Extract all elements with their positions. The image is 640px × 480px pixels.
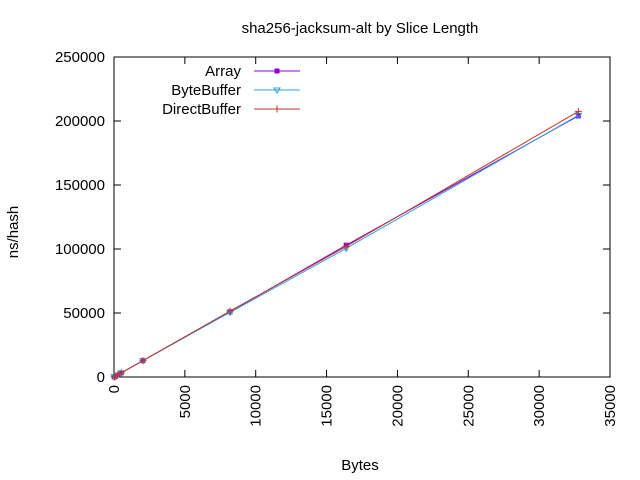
x-axis: 0 5000 10000 15000 20000 25000 30000 35000 — [106, 57, 619, 427]
chart-title: sha256-jacksum-alt by Slice Length — [242, 20, 479, 37]
legend-label: Array — [205, 63, 241, 80]
y-tick-label: 100000 — [55, 241, 105, 258]
data-point — [574, 107, 582, 115]
data-point — [117, 369, 125, 377]
x-axis-label: Bytes — [341, 457, 379, 474]
y-axis: 0 50000 100000 150000 200000 250000 — [55, 49, 610, 386]
x-tick-label: 35000 — [602, 385, 619, 427]
x-tick-label: 5000 — [177, 385, 194, 418]
data-point — [575, 113, 581, 119]
y-tick-label: 50000 — [63, 305, 105, 322]
x-tick-label: 20000 — [389, 385, 406, 427]
data-point — [226, 307, 234, 315]
x-tick-label: 0 — [106, 385, 123, 393]
y-tick-label: 250000 — [55, 49, 105, 66]
series-2 — [110, 107, 582, 381]
x-tick-label: 30000 — [531, 385, 548, 427]
legend-label: ByteBuffer — [171, 82, 241, 99]
plot-frame — [113, 56, 611, 378]
data-point — [114, 371, 122, 379]
data-point — [342, 242, 350, 250]
data-point — [139, 357, 147, 365]
x-tick-label: 10000 — [248, 385, 265, 427]
y-tick-label: 200000 — [55, 113, 105, 130]
series-layer — [110, 107, 583, 381]
legend-marker — [273, 105, 281, 113]
y-axis-label: ns/hash — [5, 206, 22, 259]
x-tick-label: 25000 — [460, 385, 477, 427]
legend-label: DirectBuffer — [162, 101, 241, 118]
legend: Array ByteBuffer DirectBuffer — [162, 63, 300, 118]
legend-marker — [273, 87, 281, 94]
y-tick-label: 150000 — [55, 177, 105, 194]
legend-marker — [274, 68, 280, 74]
y-tick-label: 0 — [97, 369, 105, 386]
x-tick-label: 15000 — [319, 385, 336, 427]
